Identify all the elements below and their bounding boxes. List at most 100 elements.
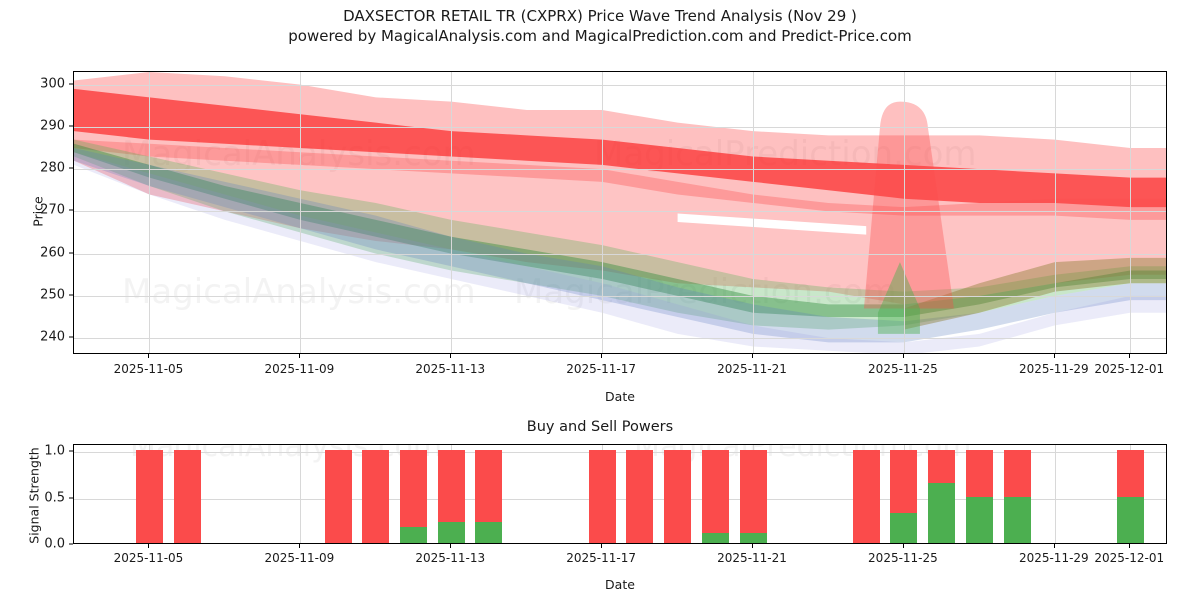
sell-power-segment <box>135 450 163 543</box>
gridline-horizontal <box>74 211 1166 213</box>
sell-power-segment <box>324 450 352 543</box>
wave-band-blue-band <box>74 148 1166 343</box>
x-axis-tick-mark <box>601 354 603 358</box>
wave-spike-column <box>863 101 954 309</box>
signal-bar[interactable] <box>965 450 993 543</box>
sell-power-segment <box>173 450 201 543</box>
sell-power-segment <box>928 450 956 483</box>
gridline-horizontal <box>74 253 1166 255</box>
gridline-vertical <box>300 72 302 353</box>
signal-bar[interactable] <box>588 450 616 543</box>
title-primary: DAXSECTOR RETAIL TR (CXPRX) Price Wave T… <box>343 7 857 25</box>
x-axis-tick-mark <box>1129 354 1131 358</box>
buy-power-segment <box>890 513 918 543</box>
signal-bar[interactable] <box>324 450 352 543</box>
wave-white-gap <box>677 213 867 235</box>
signal-bar[interactable] <box>626 450 654 543</box>
sell-power-segment <box>701 450 729 533</box>
signal-bar[interactable] <box>890 450 918 543</box>
price-chart-x-axis-title: Date <box>605 389 635 404</box>
price-chart-y-axis-title: Price <box>30 196 46 227</box>
signal-bar[interactable] <box>437 450 465 543</box>
wave-band-olive-brown-band <box>903 257 1166 330</box>
sell-power-segment <box>626 450 654 543</box>
sell-power-segment <box>852 450 880 543</box>
sell-power-segment <box>739 450 767 533</box>
sell-power-segment <box>362 450 390 543</box>
x-axis-tick-mark <box>450 354 452 358</box>
gridline-vertical <box>903 72 905 353</box>
y-axis-tick-mark <box>69 252 73 254</box>
signal-bar[interactable] <box>362 450 390 543</box>
title-subtitle: powered by MagicalAnalysis.com and Magic… <box>288 27 912 45</box>
wave-band-green-band-inner <box>74 143 1166 317</box>
y-axis-tick-mark <box>69 336 73 338</box>
x-axis-tick-label: 2025-11-25 <box>868 551 938 565</box>
wave-band-upper-red-band-inner <box>74 88 1166 208</box>
y-axis-tick-label: 250 <box>40 287 65 303</box>
x-axis-tick-label: 2025-11-05 <box>113 551 184 565</box>
y-axis-tick-label: 260 <box>40 245 65 261</box>
signal-bar[interactable] <box>664 450 692 543</box>
gridline-horizontal <box>74 84 1166 86</box>
x-axis-tick-label: 2025-11-17 <box>566 362 636 376</box>
signal-bar[interactable] <box>928 450 956 543</box>
sell-power-segment <box>1003 450 1031 497</box>
page-title: DAXSECTOR RETAIL TR (CXPRX) Price Wave T… <box>0 6 1200 46</box>
x-axis-tick-label: 2025-12-01 <box>1094 551 1165 565</box>
x-axis-tick-mark <box>1053 544 1055 548</box>
gridline-vertical <box>1054 445 1056 543</box>
signal-bar[interactable] <box>1116 450 1144 543</box>
signal-bar[interactable] <box>739 450 767 543</box>
gridline-vertical <box>1130 72 1132 353</box>
sell-power-segment <box>400 450 428 528</box>
x-axis-tick-label: 2025-11-21 <box>717 362 787 376</box>
buy-sell-powers-title: Buy and Sell Powers <box>526 419 674 435</box>
y-axis-tick-mark <box>69 450 73 452</box>
x-axis-tick-mark <box>902 354 904 358</box>
buy-power-segment <box>1116 496 1144 543</box>
y-axis-tick-label: 240 <box>40 329 65 345</box>
gridline-vertical <box>149 72 151 353</box>
wave-band-lavender-band <box>74 152 1166 353</box>
sell-power-segment <box>890 450 918 514</box>
x-axis-tick-mark <box>902 544 904 548</box>
x-axis-tick-mark <box>601 544 603 548</box>
x-axis-tick-mark <box>148 544 150 548</box>
signal-bar[interactable] <box>173 450 201 543</box>
gridline-horizontal <box>74 295 1166 297</box>
y-axis-tick-mark <box>69 209 73 211</box>
signal-bar[interactable] <box>852 450 880 543</box>
y-axis-tick-label: 290 <box>40 118 65 134</box>
signal-bar[interactable] <box>701 450 729 543</box>
buy-power-segment <box>1003 496 1031 543</box>
y-axis-tick-mark <box>69 543 73 545</box>
signal-bar[interactable] <box>135 450 163 543</box>
buy-sell-powers-plot-area: MagicalAnalysis.com MagicalPrediction.co… <box>73 444 1167 544</box>
y-axis-tick-label: 300 <box>40 76 65 92</box>
x-axis-tick-label: 2025-11-13 <box>415 551 486 565</box>
buy-power-segment <box>400 527 428 543</box>
x-axis-tick-mark <box>299 354 301 358</box>
sell-power-segment <box>965 450 993 497</box>
y-axis-tick-label: 270 <box>40 202 65 218</box>
signal-bar[interactable] <box>475 450 503 543</box>
wave-band-lower-red-band-wide <box>74 139 1166 305</box>
x-axis-tick-mark <box>752 354 754 358</box>
y-axis-tick-label: 1.0 <box>44 443 65 459</box>
x-axis-tick-mark <box>450 544 452 548</box>
price-wave-chart-plot-area: MagicalAnalysis.com MagicalPrediction.co… <box>73 71 1167 354</box>
y-axis-tick-mark <box>69 83 73 85</box>
signal-bar[interactable] <box>400 450 428 543</box>
signal-bar[interactable] <box>1003 450 1031 543</box>
x-axis-tick-mark <box>1053 354 1055 358</box>
x-axis-tick-mark <box>1129 544 1131 548</box>
x-axis-tick-label: 2025-11-05 <box>113 362 184 376</box>
x-axis-tick-label: 2025-11-29 <box>1018 362 1089 376</box>
gridline-vertical <box>300 445 302 543</box>
gridline-vertical <box>602 72 604 353</box>
x-axis-tick-label: 2025-12-01 <box>1094 362 1165 376</box>
sell-power-segment <box>475 450 503 522</box>
x-axis-tick-label: 2025-11-25 <box>868 362 938 376</box>
